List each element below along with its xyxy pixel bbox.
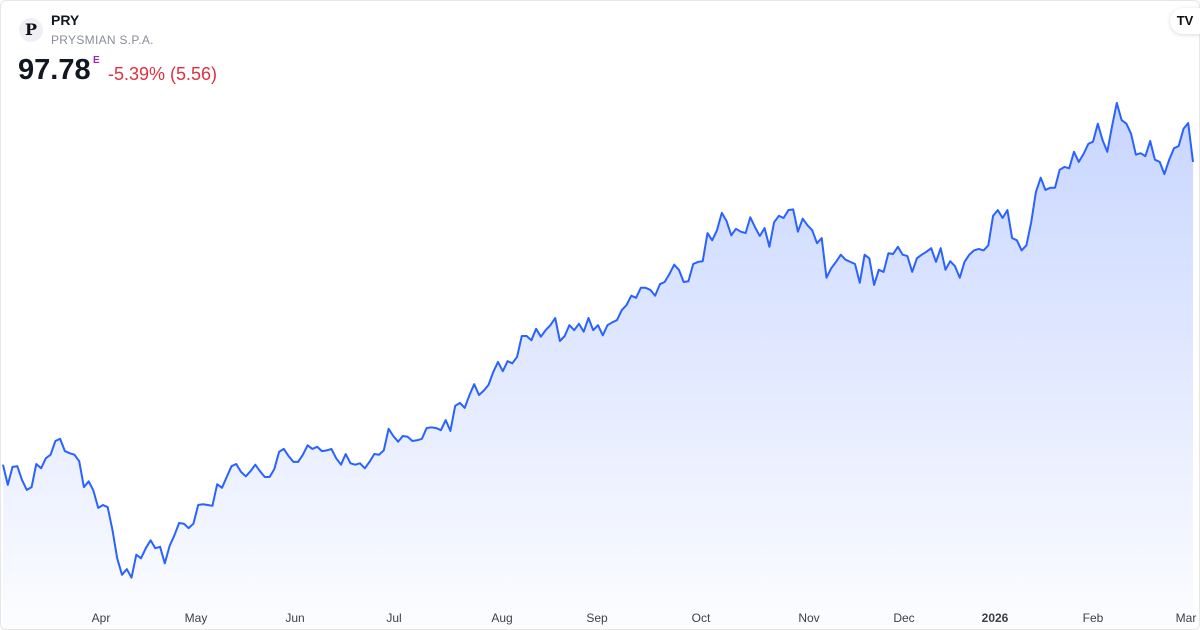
x-tick-label: Dec	[893, 611, 914, 625]
x-tick-label: Jun	[285, 611, 304, 625]
tradingview-logo[interactable]: TV	[1170, 8, 1200, 34]
x-tick-label: Feb	[1083, 611, 1104, 625]
price-line	[2, 101, 1194, 579]
x-tick-label: Jul	[386, 611, 401, 625]
x-tick-label: Apr	[92, 611, 111, 625]
price-change: -5.39% (5.56)	[108, 64, 218, 84]
x-tick-label: May	[185, 611, 208, 625]
ticker-symbol: PRY	[51, 12, 80, 28]
last-price: 97.78	[18, 54, 91, 86]
company-logo: P	[19, 18, 43, 42]
price-flag: E	[93, 55, 100, 66]
x-tick-label: Sep	[586, 611, 608, 625]
x-tick-label: Nov	[798, 611, 819, 625]
company-name: PRYSMIAN S.P.A.	[51, 33, 154, 47]
x-tick-label: 2026	[982, 611, 1009, 625]
price-area-fill	[3, 102, 1193, 628]
x-tick-label: Mar	[1176, 611, 1197, 625]
x-tick-label: Aug	[491, 611, 512, 625]
x-tick-label: Oct	[692, 611, 711, 625]
